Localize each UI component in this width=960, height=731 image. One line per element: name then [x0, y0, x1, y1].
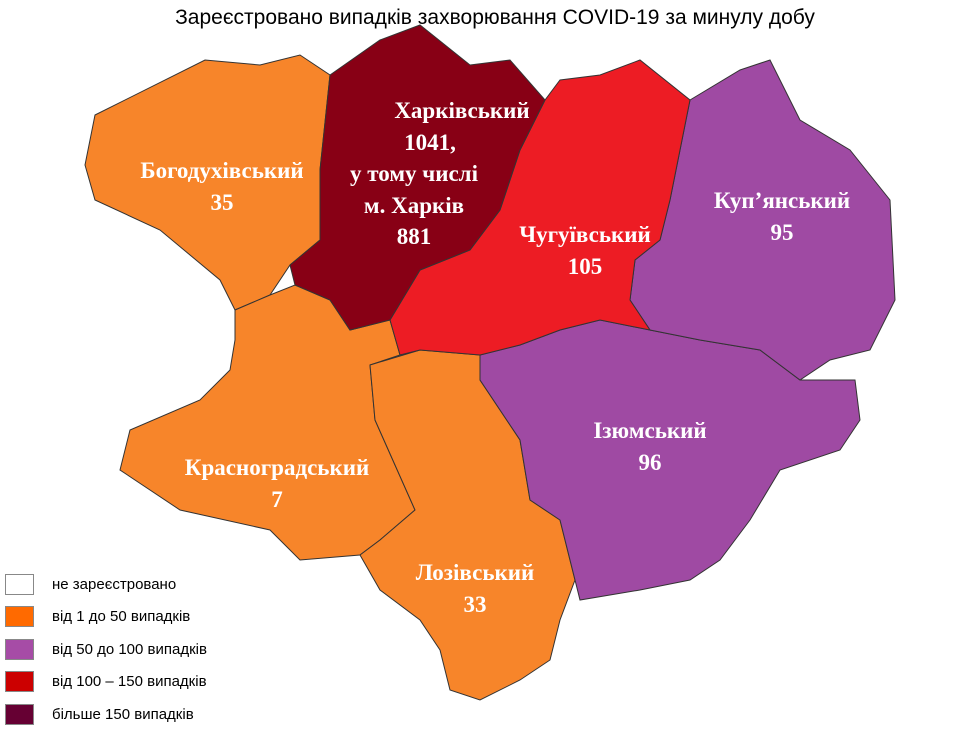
label-kupiansk-name: Куп’янський — [714, 188, 850, 213]
label-chuhuiv-name: Чугуївський — [519, 222, 651, 247]
legend-item: від 50 до 100 випадків — [5, 633, 207, 666]
label-kharkiv-line2: у тому числі — [350, 161, 479, 186]
label-bohodukhiv-name: Богодухівський — [140, 158, 303, 183]
legend-item: більше 150 випадків — [5, 698, 207, 731]
legend-label: від 50 до 100 випадків — [52, 640, 207, 658]
region-kharkiv[interactable] — [289, 24, 546, 331]
legend-item: від 1 до 50 випадків — [5, 601, 207, 634]
label-izium-name: Ізюмський — [593, 418, 706, 443]
label-krasnohrad-value: 7 — [271, 487, 283, 512]
label-kharkiv-name: Харківський — [394, 98, 529, 123]
legend-item: не зареєстровано — [5, 568, 207, 601]
legend: не зареєстровано від 1 до 50 випадків ві… — [5, 568, 207, 731]
legend-swatch — [5, 703, 34, 725]
label-kupiansk-value: 95 — [771, 220, 794, 245]
legend-label: від 1 до 50 випадків — [52, 608, 191, 626]
legend-swatch — [5, 671, 34, 693]
label-kharkiv-city-value: 881 — [397, 224, 432, 249]
label-krasnohrad-name: Красноградський — [185, 455, 369, 480]
label-bohodukhiv-value: 35 — [211, 190, 234, 215]
label-chuhuiv-value: 105 — [568, 254, 603, 279]
legend-swatch — [5, 606, 34, 628]
label-kharkiv-city: м. Харків — [364, 193, 464, 218]
map-title: Зареєстровано випадків захворювання COVI… — [175, 6, 815, 29]
label-izium-value: 96 — [639, 450, 662, 475]
legend-label: від 100 – 150 випадків — [52, 673, 207, 691]
region-krasnohrad[interactable] — [119, 284, 416, 561]
legend-swatch — [5, 638, 34, 660]
label-kharkiv-value: 1041, — [404, 130, 456, 155]
legend-label: більше 150 випадків — [52, 705, 194, 723]
label-lozova-name: Лозівський — [416, 560, 535, 585]
legend-label: не зареєстровано — [52, 575, 177, 593]
legend-item: від 100 – 150 випадків — [5, 666, 207, 699]
label-lozova-value: 33 — [464, 592, 487, 617]
legend-swatch — [5, 573, 34, 595]
